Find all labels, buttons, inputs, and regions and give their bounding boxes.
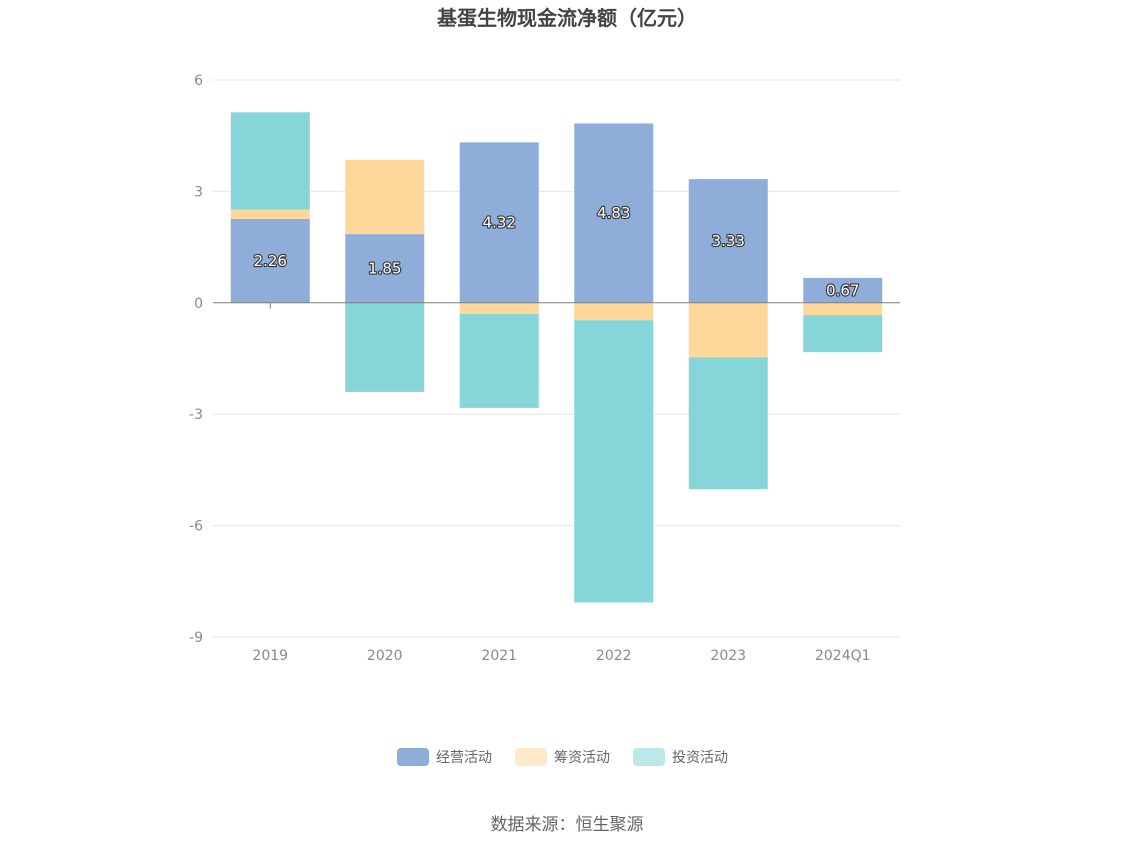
bar-value-labels: 2.26 1.85 4.32 4.83 3.33 0.67 [252,203,860,300]
legend-swatch [397,748,429,766]
y-tick-label: -9 [189,630,203,646]
y-tick-label: 6 [194,73,203,89]
grid-layer [213,79,900,638]
bar-segment[interactable] [803,315,883,353]
bar-segment[interactable] [688,357,768,490]
bar-layer [230,112,883,603]
bar-segment[interactable] [688,302,768,358]
bar-segment[interactable] [688,179,768,303]
bar-segment[interactable] [803,302,883,316]
x-tick-label: 2021 [481,648,517,664]
bar-segment[interactable] [574,302,654,321]
legend-label: 筹资活动 [554,749,610,766]
legend-label: 经营活动 [436,750,492,766]
legend-item[interactable]: 筹资活动 [515,748,610,766]
bar-segment[interactable] [345,302,425,392]
source-note: 数据来源：恒生聚源 [491,815,644,835]
legend-swatch [515,748,547,766]
legend-swatch [633,748,665,766]
bar-segment[interactable] [230,112,310,210]
bar-segment[interactable] [345,234,425,303]
bar-segment[interactable] [574,320,654,603]
bar-value-label: 3.33 [712,232,745,250]
bar-segment[interactable] [459,313,539,408]
bar-value-label: 2.26 [254,252,287,270]
x-tick-label: 2024Q1 [815,648,871,664]
bar-segment[interactable] [230,218,310,303]
x-tick-label: 2020 [367,648,403,664]
bar-value-label: 4.32 [483,214,516,232]
legend-item[interactable]: 经营活动 [397,748,492,766]
x-tick-label: 2023 [710,648,746,664]
bar-segment[interactable] [345,159,425,235]
bar-value-label: 0.67 [826,281,859,299]
x-tick-label: 2019 [252,648,288,664]
y-tick-label: 3 [194,184,203,200]
bar-segment[interactable] [230,209,310,219]
legend-label: 投资活动 [672,750,728,766]
bar-segment[interactable] [574,123,654,303]
bar-segment[interactable] [459,142,539,303]
bar-segment[interactable] [459,302,539,314]
y-tick-label: 0 [194,296,203,312]
chart-title: 基蛋生物现金流净额（亿元） [437,6,697,30]
y-tick-label: -3 [189,407,203,423]
legend[interactable]: 经营活动 筹资活动 投资活动 [397,748,728,766]
bar-value-label: 1.85 [368,259,401,277]
x-tick-label: 2022 [596,648,632,664]
y-tick-label: -6 [189,519,203,535]
legend-item[interactable]: 投资活动 [633,748,728,766]
axis-layer: 6 3 0 -3 -6 -9 2019 2020 2021 2022 2023 2024Q1 [189,73,900,664]
bar-segment[interactable] [803,277,883,303]
bar-value-label: 4.83 [597,204,630,222]
